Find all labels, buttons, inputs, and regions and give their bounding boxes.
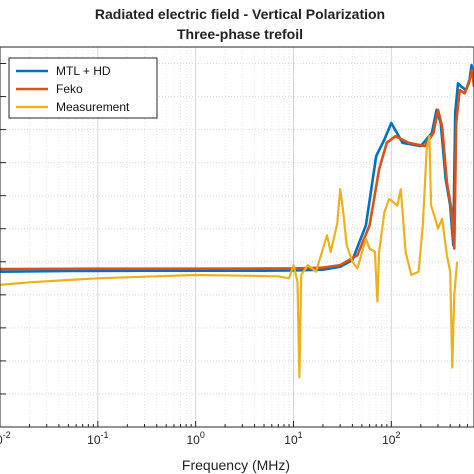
legend: MTL + HD Feko Measurement <box>8 57 158 119</box>
x-tick-label: 101 <box>284 430 302 447</box>
x-tick-label: 10-1 <box>87 430 108 447</box>
x-axis-label: Frequency (MHz) <box>182 457 290 473</box>
chart-subtitle: Three-phase trefoil <box>177 26 303 42</box>
series-lines <box>0 63 474 379</box>
series-line-feko <box>0 68 474 271</box>
x-axis-ticks <box>0 63 474 427</box>
x-tick-label: 102 <box>382 430 400 447</box>
x-tick-label: 10-2 <box>0 430 11 447</box>
legend-label: Measurement <box>56 100 130 114</box>
x-axis-tick-labels: 10-2 10-1 100 101 102 <box>0 430 401 447</box>
legend-label: MTL + HD <box>56 64 111 78</box>
legend-label: Feko <box>56 82 83 96</box>
grid <box>0 47 474 427</box>
plot-frame <box>0 46 474 428</box>
series-line-measurement <box>0 135 459 379</box>
x-tick-label: 100 <box>186 430 204 447</box>
chart-title: Radiated electric field - Vertical Polar… <box>95 6 385 22</box>
